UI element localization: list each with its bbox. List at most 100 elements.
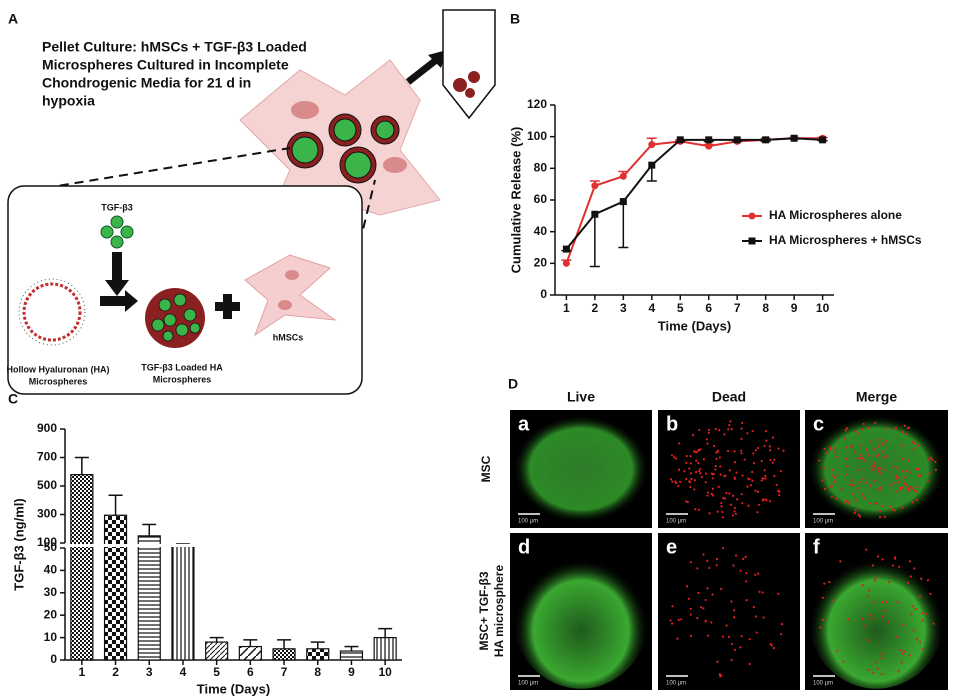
dead-cell xyxy=(856,486,859,490)
dead-cell xyxy=(674,480,677,483)
dead-cell xyxy=(730,427,733,431)
dead-cell xyxy=(733,476,736,479)
dead-cell xyxy=(728,469,732,472)
dead-cell xyxy=(863,497,866,500)
dead-cell xyxy=(761,477,764,480)
dead-cell xyxy=(888,505,892,508)
dead-cell xyxy=(677,484,680,488)
dead-cell xyxy=(715,557,719,561)
dead-cell xyxy=(689,613,693,616)
dead-cell xyxy=(834,451,837,454)
dead-cell xyxy=(898,480,901,484)
dead-cell xyxy=(842,660,845,663)
dead-cell xyxy=(913,442,916,445)
dead-cell xyxy=(887,620,890,623)
dead-cell xyxy=(718,456,722,459)
dead-cell xyxy=(721,516,724,519)
dead-cell xyxy=(845,427,848,430)
dead-cell xyxy=(828,580,831,584)
dead-cell xyxy=(700,475,703,479)
dead-cell xyxy=(894,426,897,429)
dead-cell xyxy=(899,649,903,652)
dead-cell xyxy=(739,569,742,572)
dead-cell xyxy=(697,591,700,595)
dead-cell xyxy=(891,564,895,567)
dead-cell xyxy=(858,515,862,518)
dead-cell xyxy=(872,671,875,674)
dead-cell xyxy=(866,595,869,598)
dead-cell xyxy=(689,455,692,458)
image-letter: f xyxy=(813,536,820,558)
dead-cell xyxy=(865,548,868,551)
dead-cell xyxy=(910,613,913,616)
dead-cell xyxy=(714,468,717,471)
micrograph: e 100 μm xyxy=(658,533,800,690)
dead-cell xyxy=(712,444,716,447)
dead-cell xyxy=(716,510,719,513)
dead-cell xyxy=(751,429,754,433)
dead-cell xyxy=(858,481,861,484)
bar xyxy=(306,648,330,661)
dead-cell xyxy=(850,444,853,447)
dead-cell xyxy=(883,515,886,518)
column-header: Merge xyxy=(856,389,897,405)
dead-cell xyxy=(689,561,692,564)
dead-cell xyxy=(864,459,867,462)
y-tick-label: 40 xyxy=(534,224,548,238)
x-tick-label: 4 xyxy=(180,665,187,679)
dead-cell xyxy=(877,453,880,456)
dead-cell xyxy=(725,491,728,495)
dead-cell xyxy=(870,617,873,620)
dead-cell xyxy=(830,485,833,489)
dead-cell xyxy=(733,616,736,619)
dead-cell xyxy=(879,467,882,470)
dead-cell xyxy=(736,498,739,501)
dead-cell xyxy=(756,490,759,493)
dead-cell xyxy=(921,648,924,651)
x-tick-label: 8 xyxy=(314,665,321,679)
dead-cell xyxy=(880,657,883,660)
x-tick-label: 5 xyxy=(213,665,220,679)
dead-cell xyxy=(897,601,900,604)
dead-cell xyxy=(885,440,888,443)
dead-cell xyxy=(693,450,696,453)
dead-cell xyxy=(747,477,750,480)
dead-cell xyxy=(871,564,874,567)
dead-cell xyxy=(740,427,743,430)
dead-cell xyxy=(723,497,727,500)
dead-cell xyxy=(867,426,870,429)
dead-cell xyxy=(763,444,766,448)
point xyxy=(762,136,770,144)
y-axis-title: TGF-β3 (ng/ml) xyxy=(11,498,26,590)
dead-cell xyxy=(733,461,737,464)
dead-cell xyxy=(669,619,672,622)
dead-cell xyxy=(876,555,880,558)
x-tick-label: 3 xyxy=(146,665,153,679)
point xyxy=(648,141,656,149)
dead-cell xyxy=(926,479,929,482)
dead-cell xyxy=(746,432,749,435)
dead-cell xyxy=(843,501,846,504)
dead-cell xyxy=(928,472,931,475)
dead-cell xyxy=(845,446,849,449)
dead-cell xyxy=(698,470,701,473)
dead-cell xyxy=(901,506,904,509)
dead-cell xyxy=(708,566,711,570)
loaded-label: TGF-β3 Loaded HA xyxy=(141,362,223,372)
bar xyxy=(171,544,195,661)
dead-cell xyxy=(734,554,738,557)
dead-cell xyxy=(898,488,902,491)
dead-cell xyxy=(720,587,723,591)
dead-cell xyxy=(843,437,846,440)
dead-cell xyxy=(857,432,860,435)
dead-cell xyxy=(704,620,707,623)
dead-cell xyxy=(704,598,707,602)
scale-bar-label: 100 μm xyxy=(518,681,538,687)
y-tick-label: 50 xyxy=(44,540,58,554)
dead-cell xyxy=(754,489,757,492)
point xyxy=(562,245,570,253)
dead-cell xyxy=(901,431,905,434)
dead-cell xyxy=(697,461,700,465)
dead-cell xyxy=(781,623,784,626)
dead-cell xyxy=(699,448,702,451)
